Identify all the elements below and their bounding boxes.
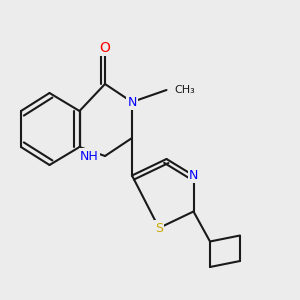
Text: O: O — [100, 41, 110, 55]
Text: N: N — [127, 95, 137, 109]
Text: S: S — [155, 221, 163, 235]
Text: NH: NH — [80, 149, 99, 163]
Text: N: N — [189, 169, 198, 182]
Text: CH₃: CH₃ — [174, 85, 195, 95]
